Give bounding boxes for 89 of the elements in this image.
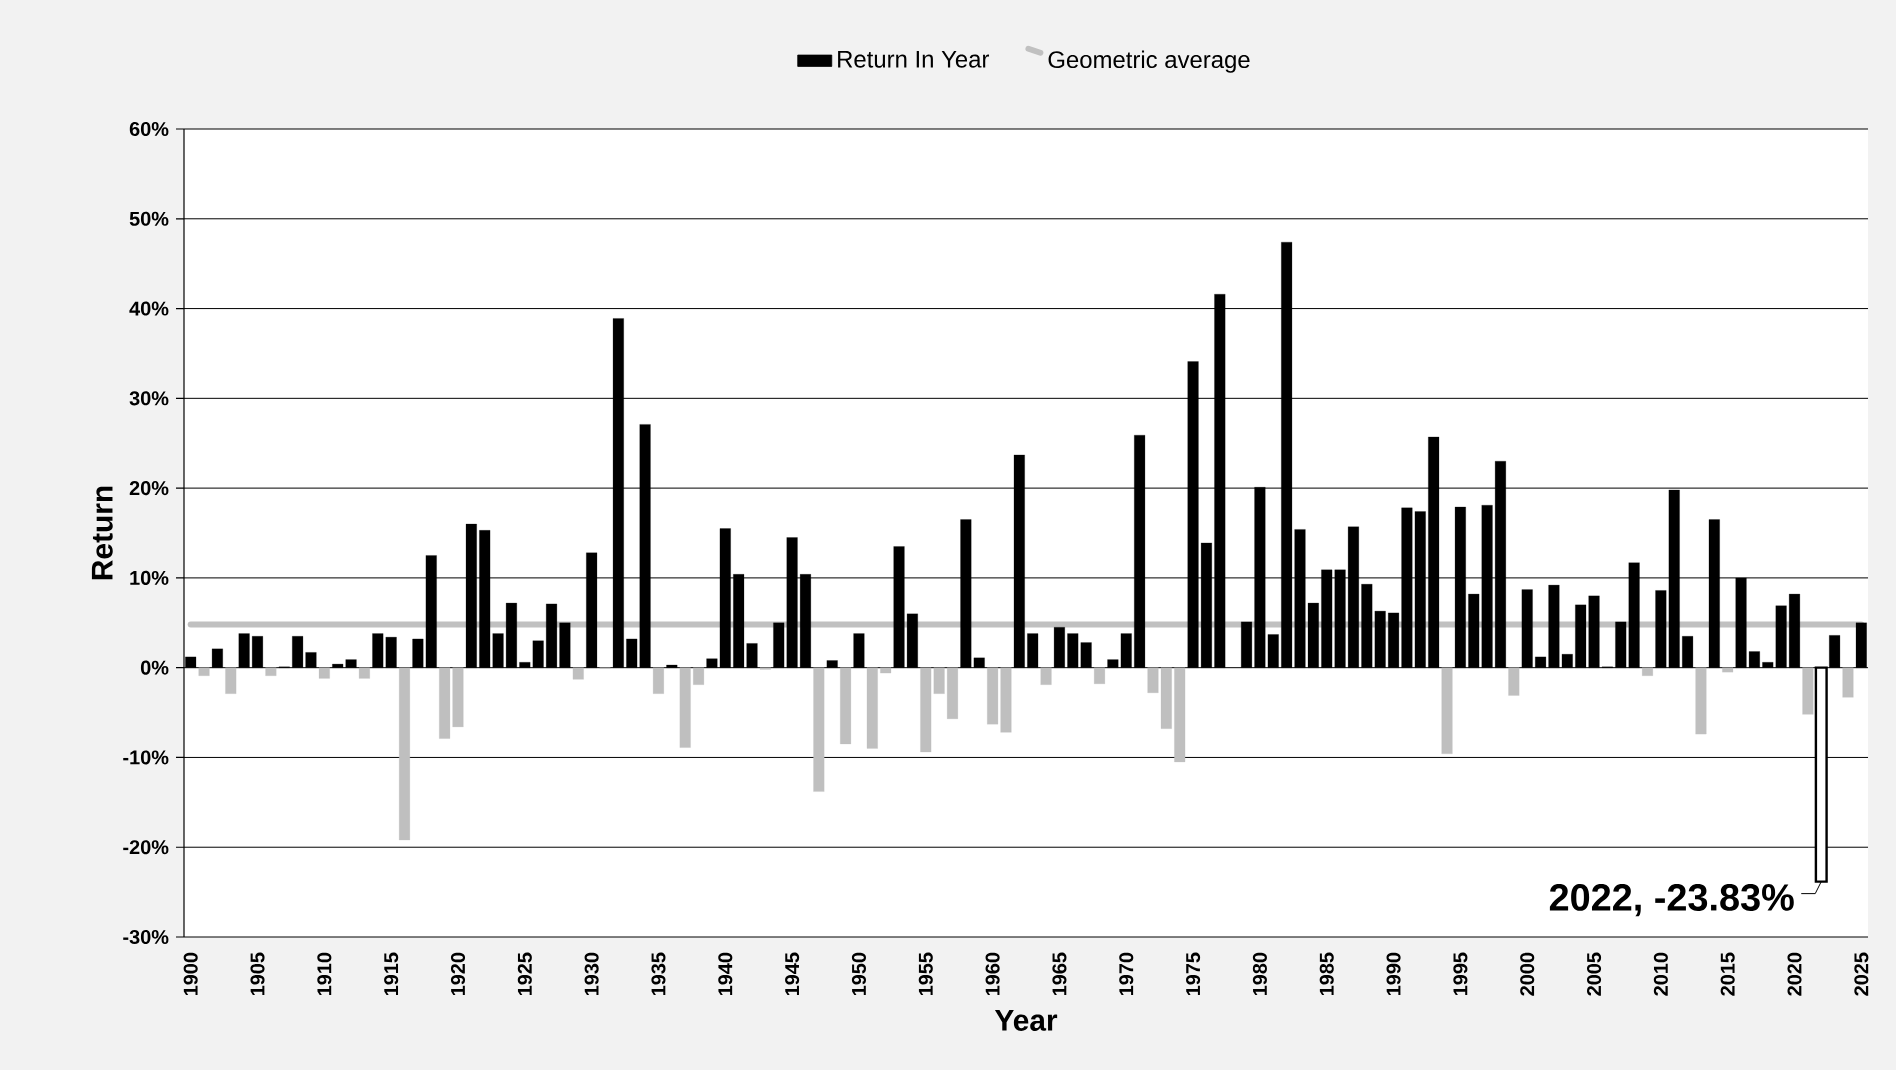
bar	[399, 667, 410, 841]
bar	[813, 667, 825, 792]
x-tick-label: 2000	[1520, 952, 1535, 996]
legend-label: Return In Year	[838, 51, 990, 68]
x-tick-label: 1900	[183, 952, 198, 996]
x-tick-label: 1910	[317, 952, 332, 996]
bar	[653, 667, 664, 694]
x-tick-label: 1915	[384, 952, 399, 996]
bar	[1682, 636, 1694, 668]
bar	[693, 667, 705, 685]
y-tick-label: 0%	[140, 660, 169, 675]
x-tick-label: 1930	[584, 952, 599, 996]
x-tick-label: 1970	[1119, 952, 1134, 996]
bar	[1053, 627, 1065, 668]
y-tick-label: 50%	[129, 211, 169, 226]
bar	[1013, 454, 1025, 668]
bar	[1508, 667, 1520, 696]
bar	[1802, 667, 1814, 715]
y-tick-label: -10%	[123, 750, 169, 765]
x-tick-label: 1980	[1252, 952, 1267, 996]
bar	[238, 633, 250, 668]
x-tick-label: 2020	[1787, 952, 1802, 996]
x-tick-label: 1950	[851, 952, 866, 996]
bar	[225, 667, 237, 694]
bar	[1027, 633, 1039, 668]
bar	[572, 667, 584, 680]
bar	[1495, 461, 1506, 668]
legend-label: Geometric average	[1048, 50, 1250, 73]
bar	[211, 648, 223, 668]
bar	[866, 667, 878, 749]
annotation: 2022, -23.83%	[1549, 884, 1794, 917]
bar	[1708, 519, 1720, 668]
bar	[198, 667, 210, 676]
y-tick-label: 60%	[129, 121, 169, 137]
x-tick-label: 1920	[450, 952, 466, 996]
bar	[318, 667, 330, 679]
y-tick-label: 20%	[129, 481, 169, 496]
bar	[1441, 667, 1453, 754]
bar	[826, 660, 838, 668]
bar	[1842, 667, 1854, 698]
bar	[1094, 667, 1105, 684]
bar	[1174, 667, 1186, 763]
x-tick-label: 1955	[918, 952, 933, 996]
y-tick-label: 40%	[129, 301, 169, 316]
x-axis-title: Year	[994, 1010, 1058, 1031]
bar	[265, 667, 277, 676]
y-tick-label: -30%	[123, 929, 169, 945]
bar	[840, 667, 852, 745]
x-tick-label: 1905	[250, 952, 265, 996]
x-tick-label: 1985	[1319, 952, 1334, 996]
bar	[947, 667, 958, 719]
x-tick-label: 1935	[651, 952, 666, 996]
bar	[1241, 621, 1252, 668]
bar	[358, 667, 370, 679]
bar	[586, 552, 598, 668]
bar	[1722, 667, 1734, 673]
bar	[612, 318, 624, 668]
x-tick-label: 1975	[1186, 952, 1201, 996]
y-tick-label: 30%	[129, 391, 169, 406]
x-tick-label: 1940	[718, 952, 733, 996]
bar	[800, 574, 811, 668]
x-tick-label: 1995	[1453, 952, 1468, 996]
bar	[252, 636, 263, 668]
bar	[679, 667, 691, 748]
x-tick-label: 1945	[785, 952, 800, 996]
x-tick-label: 1965	[1052, 952, 1067, 996]
y-axis-title: Return	[91, 486, 113, 580]
bar	[1642, 667, 1653, 676]
bar	[1521, 589, 1533, 668]
y-tick-label: 10%	[130, 570, 169, 585]
x-tick-label: 1990	[1386, 952, 1401, 996]
bar	[1428, 436, 1440, 668]
x-tick-label: 2025	[1854, 952, 1869, 996]
bar	[1134, 435, 1146, 668]
bar	[853, 633, 865, 668]
x-tick-label: 2010	[1653, 952, 1668, 996]
x-tick-label: 1960	[985, 952, 1000, 996]
bar	[1789, 593, 1800, 668]
x-tick-label: 1925	[517, 952, 532, 996]
bar	[880, 667, 892, 674]
bar	[465, 523, 477, 668]
bar	[1695, 667, 1707, 735]
y-tick-label: -20%	[123, 840, 169, 855]
bar	[1214, 294, 1226, 668]
bar	[1040, 667, 1052, 685]
bar	[666, 664, 678, 668]
x-tick-label: 2005	[1586, 952, 1602, 996]
x-tick-label: 2015	[1720, 952, 1735, 996]
bar	[1454, 506, 1466, 668]
